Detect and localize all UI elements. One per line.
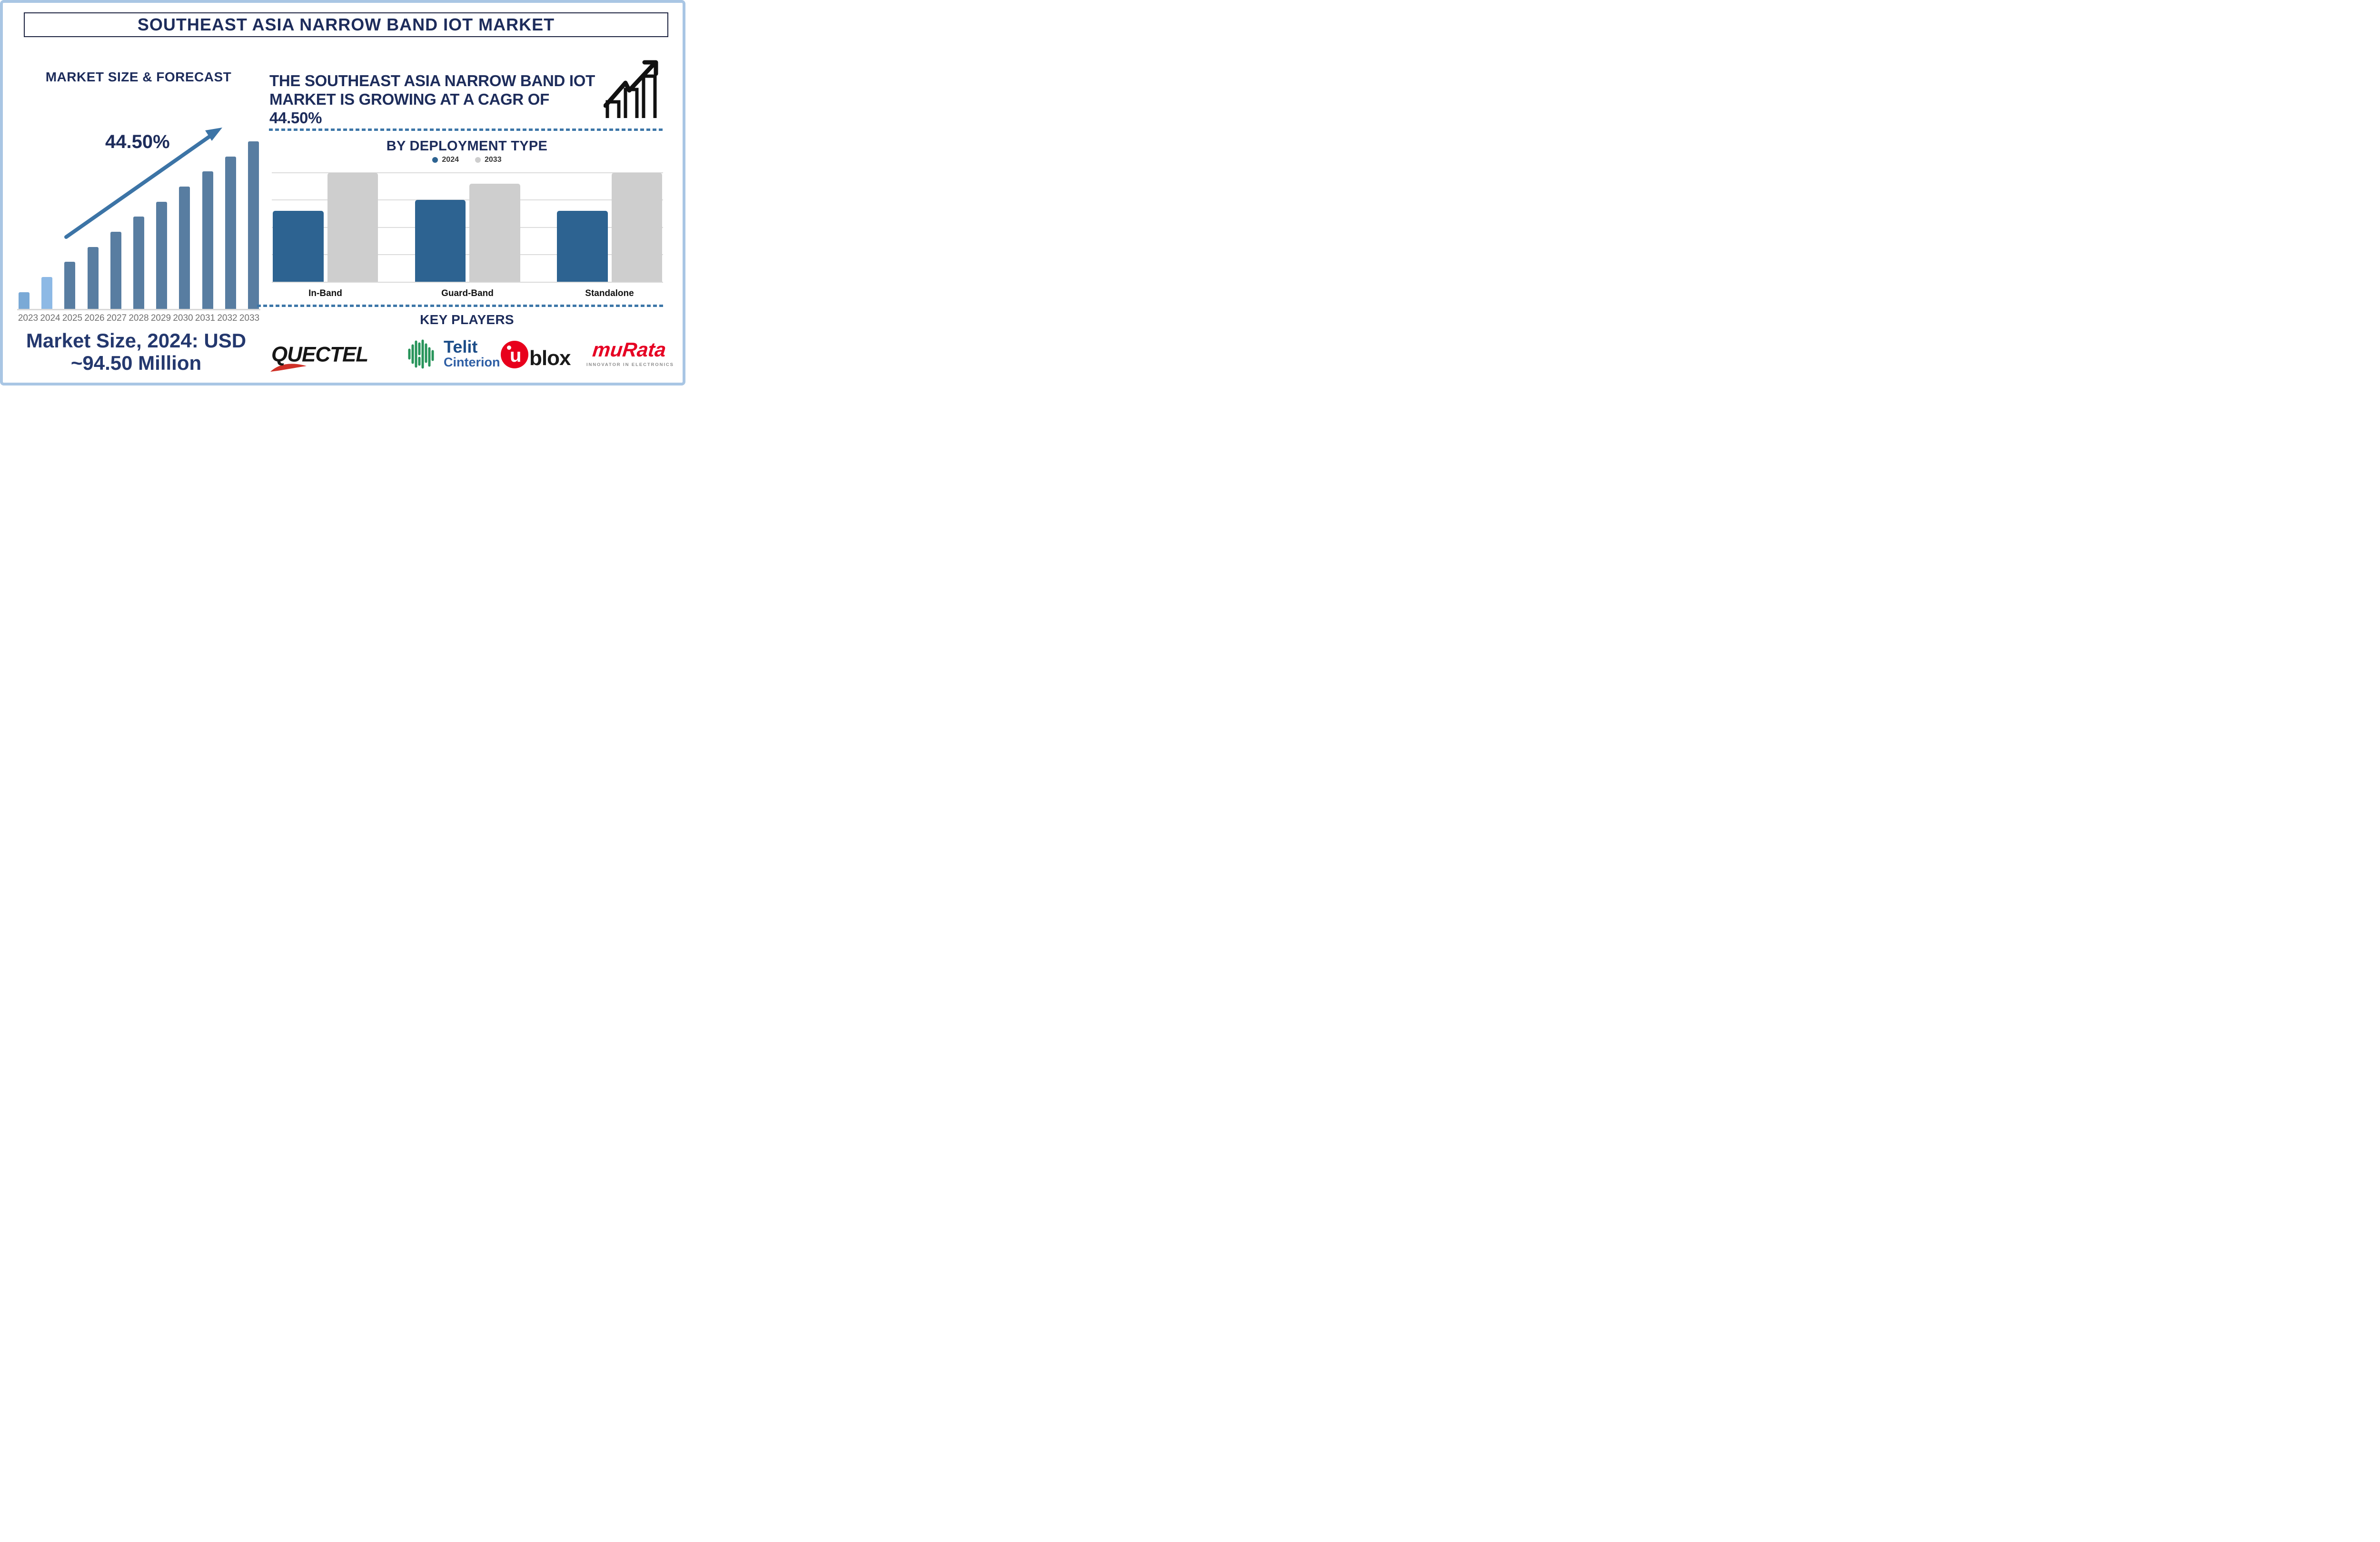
ublox-dot-icon bbox=[507, 346, 511, 350]
market-size-bar-2024 bbox=[41, 277, 53, 309]
market-size-bar-2031 bbox=[202, 171, 213, 309]
gridline bbox=[272, 199, 663, 200]
market-size-caption: Market Size, 2024: USD ~94.50 Million bbox=[12, 329, 260, 374]
category-label-Standalone: Standalone bbox=[585, 288, 634, 298]
dashed-separator-bottom bbox=[257, 305, 663, 307]
market-size-chart-title: MARKET SIZE & FORECAST bbox=[45, 69, 232, 84]
year-label-2024: 2024 bbox=[40, 313, 60, 323]
ublox-wordmark: blox bbox=[529, 346, 571, 370]
market-size-bar-2030 bbox=[179, 187, 190, 309]
Guard-Band-bar-2024 bbox=[415, 200, 466, 282]
legend-dot-icon bbox=[432, 157, 438, 163]
In-Band-bar-2033 bbox=[327, 173, 378, 282]
gridline bbox=[272, 227, 663, 228]
market-size-bar-2026 bbox=[87, 247, 99, 309]
deployment-bar-groups bbox=[272, 172, 663, 282]
market-size-bar-2032 bbox=[225, 157, 236, 309]
deployment-bar-chart bbox=[272, 172, 663, 283]
market-size-bar-2033 bbox=[248, 141, 259, 309]
market-size-bar-2025 bbox=[64, 262, 76, 309]
quectel-logo: QUECTEL bbox=[270, 342, 400, 372]
nb-iot-market-infographic: { "title": "SOUTHEAST ASIA NARROW BAND I… bbox=[0, 0, 685, 386]
gridline bbox=[272, 254, 663, 255]
cinterion-text: Cinterion bbox=[444, 355, 500, 370]
bar-group-Standalone bbox=[557, 173, 662, 282]
year-label-2031: 2031 bbox=[195, 313, 216, 323]
category-label-In-Band: In-Band bbox=[308, 288, 342, 298]
title-box: SOUTHEAST ASIA NARROW BAND IOT MARKET bbox=[24, 12, 668, 37]
key-players-title: KEY PLAYERS bbox=[420, 312, 514, 327]
market-size-bar-2023 bbox=[19, 292, 30, 309]
headline-line2: MARKET IS GROWING AT A CAGR OF bbox=[269, 90, 550, 108]
year-label-2029: 2029 bbox=[150, 313, 171, 323]
murata-logo: muRata INNOVATOR IN ELECTRONICS bbox=[586, 338, 674, 367]
headline-line3: 44.50% bbox=[269, 109, 322, 127]
year-label-2030: 2030 bbox=[173, 313, 193, 323]
year-label-2028: 2028 bbox=[129, 313, 149, 323]
market-size-bar-2029 bbox=[156, 202, 168, 309]
year-label-2032: 2032 bbox=[217, 313, 238, 323]
market-size-bar-chart bbox=[17, 141, 260, 310]
year-label-2023: 2023 bbox=[18, 313, 39, 323]
dashed-separator-top bbox=[269, 128, 663, 131]
cagr-value-label: 44.50% bbox=[105, 131, 170, 152]
market-size-caption-line1: Market Size, 2024: USD bbox=[26, 329, 247, 352]
market-size-caption-line2: ~94.50 Million bbox=[70, 352, 202, 375]
headline: THE SOUTHEAST ASIA NARROW BAND IOT MARKE… bbox=[269, 71, 603, 127]
murata-tagline: INNOVATOR IN ELECTRONICS bbox=[586, 362, 674, 367]
quectel-wordmark: QUECTEL bbox=[271, 342, 368, 366]
ublox-u-letter: u bbox=[510, 345, 522, 366]
legend-item-2033: 2033 bbox=[475, 156, 502, 164]
telit-soundwave-icon bbox=[408, 339, 434, 369]
ublox-icon: u bbox=[501, 341, 528, 368]
year-label-2026: 2026 bbox=[84, 313, 105, 323]
bar-chart-growth-icon bbox=[604, 60, 658, 118]
market-size-bar-2028 bbox=[133, 217, 144, 309]
growth-arrow-icon bbox=[64, 128, 222, 239]
year-label-2033: 2033 bbox=[239, 313, 260, 323]
ublox-logo: u blox bbox=[501, 341, 571, 370]
telit-wordmark: Telit Cinterion bbox=[444, 338, 500, 370]
headline-line1: THE SOUTHEAST ASIA NARROW BAND IOT bbox=[269, 72, 595, 89]
legend-label: 2024 bbox=[442, 156, 459, 164]
Standalone-bar-2033 bbox=[611, 173, 662, 282]
murata-wordmark: muRata bbox=[591, 338, 667, 361]
chart-legend: 2024 2033 bbox=[269, 156, 664, 164]
quectel-swoosh-icon bbox=[270, 364, 307, 372]
legend-label: 2033 bbox=[485, 156, 502, 164]
gridline bbox=[272, 172, 663, 173]
telit-cinterion-logo: Telit Cinterion bbox=[407, 338, 500, 370]
deployment-category-labels: In-Band Guard-Band Standalone bbox=[272, 288, 663, 299]
Guard-Band-bar-2033 bbox=[469, 184, 520, 282]
In-Band-bar-2024 bbox=[273, 211, 324, 282]
category-label-Guard-Band: Guard-Band bbox=[441, 288, 494, 298]
page-title: SOUTHEAST ASIA NARROW BAND IOT MARKET bbox=[137, 15, 555, 34]
year-label-2025: 2025 bbox=[62, 313, 83, 323]
deployment-chart-title: BY DEPLOYMENT TYPE bbox=[386, 138, 548, 154]
legend-item-2024: 2024 bbox=[432, 156, 459, 164]
legend-dot-icon bbox=[475, 157, 481, 163]
Standalone-bar-2024 bbox=[557, 211, 608, 282]
market-size-bar-2027 bbox=[110, 232, 121, 309]
year-axis-labels: 2023 2024 2025 2026 2027 2028 2029 2030 2031 2032… bbox=[17, 313, 260, 324]
key-players-logos: QUECTEL Telit Cinterion u blox muRata IN… bbox=[269, 335, 674, 377]
bar-group-Guard-Band bbox=[415, 184, 520, 282]
telit-text: Telit bbox=[444, 337, 478, 357]
year-label-2027: 2027 bbox=[106, 313, 127, 323]
bar-group-In-Band bbox=[273, 173, 378, 282]
